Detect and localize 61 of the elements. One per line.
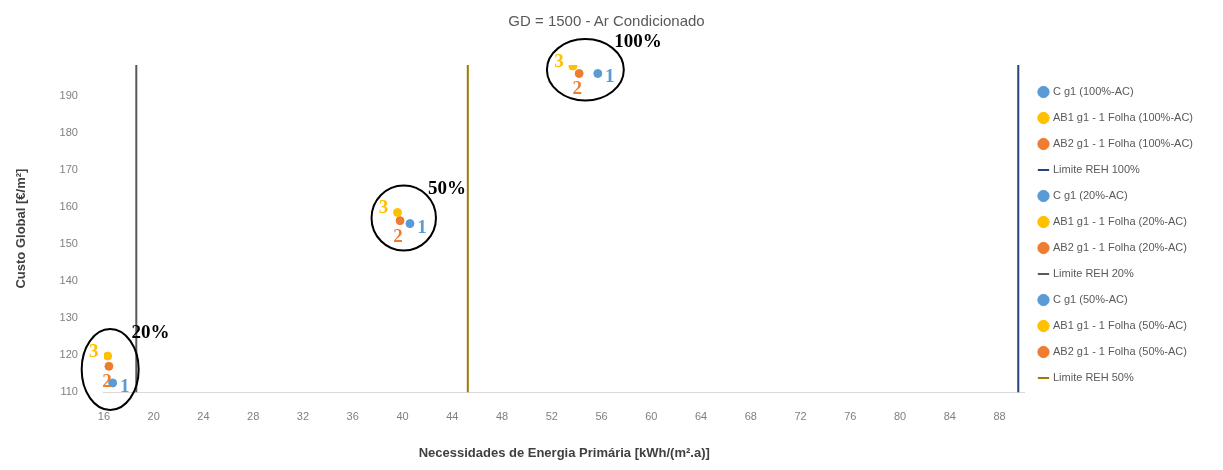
annotation: 3: [554, 50, 564, 72]
legend-label: Limite REH 100%: [1052, 163, 1141, 176]
y-tick-label: 190: [59, 89, 78, 102]
y-tick-label: 130: [59, 311, 78, 324]
legend-label: C g1 (50%-AC): [1052, 293, 1128, 306]
y-tick-label: 160: [59, 200, 78, 213]
annotation: 2: [102, 370, 112, 392]
x-tick-label: 24: [197, 409, 210, 422]
point: [104, 361, 114, 371]
legend-label: Limite REH 20%: [1052, 267, 1134, 280]
x-tick-label: 88: [993, 409, 1006, 422]
legend-label: AB1 g1 - 1 Folha (20%-AC): [1052, 215, 1187, 228]
x-tick-label: 16: [97, 409, 111, 422]
x-tick-label: 20: [147, 409, 160, 422]
annotation: 1: [417, 215, 427, 237]
point: [574, 69, 584, 78]
x-tick-label: 52: [545, 409, 558, 422]
point: [593, 69, 603, 78]
annotation: 1: [119, 374, 130, 396]
x-tick-label: 56: [595, 409, 608, 422]
x-axis-title: Necessidades de Energia Primária [kWh/(m².a)]: [418, 444, 710, 460]
legend-label: AB2 g1 - 1 Folha (100%-AC): [1052, 137, 1194, 150]
x-tick-label: 76: [844, 409, 857, 422]
x-tick-label: 32: [296, 409, 310, 422]
annotation: 3: [378, 196, 389, 218]
x-tick-label: 80: [893, 409, 907, 422]
annotation: 2: [572, 77, 582, 99]
y-tick-label: 110: [60, 385, 78, 398]
y-axis-title: Custo Global [€/m²]: [13, 168, 29, 289]
x-tick-label: 28: [247, 409, 260, 422]
y-tick-label: 180: [59, 126, 78, 139]
point: [395, 216, 405, 226]
text: 100%: [614, 30, 662, 52]
x-tick-label: 44: [446, 409, 459, 422]
point: [393, 208, 403, 218]
point: [405, 219, 415, 229]
annotation: 1: [605, 65, 615, 87]
x-tick-label: 48: [495, 409, 509, 422]
legend-label: AB1 g1 - 1 Folha (100%-AC): [1052, 111, 1194, 124]
annotation: 2: [393, 224, 403, 246]
annotation: 50%: [427, 176, 466, 198]
x-tick-label: 36: [346, 409, 359, 422]
x-tick-label: 84: [943, 409, 956, 422]
legend-label: C g1 (20%-AC): [1052, 189, 1128, 202]
y-tick-label: 140: [59, 274, 78, 287]
x-tick-label: 60: [645, 409, 658, 422]
y-tick-label: 150: [59, 237, 78, 250]
y-tick-label: 120: [59, 348, 78, 361]
legend-label: AB2 g1 - 1 Folha (20%-AC): [1052, 241, 1187, 254]
y-tick-label: 170: [59, 163, 78, 176]
point: [103, 351, 113, 361]
x-tick-label: 72: [794, 409, 807, 422]
x-tick-label: 40: [396, 409, 409, 422]
chart-title: GD = 1500 - Ar Condicionado: [508, 12, 705, 30]
legend-label: Limite REH 50%: [1052, 371, 1134, 384]
x-tick-label: 68: [744, 409, 757, 422]
legend-label: AB1 g1 - 1 Folha (50%-AC): [1052, 319, 1187, 332]
legend-label: C g1 (100%-AC): [1052, 85, 1134, 98]
x-tick-label: 64: [694, 409, 708, 422]
annotation: 3: [88, 339, 99, 361]
legend-label: AB2 g1 - 1 Folha (50%-AC): [1052, 345, 1187, 358]
